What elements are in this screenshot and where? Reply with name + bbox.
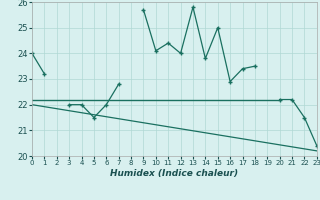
X-axis label: Humidex (Indice chaleur): Humidex (Indice chaleur) [110,169,238,178]
